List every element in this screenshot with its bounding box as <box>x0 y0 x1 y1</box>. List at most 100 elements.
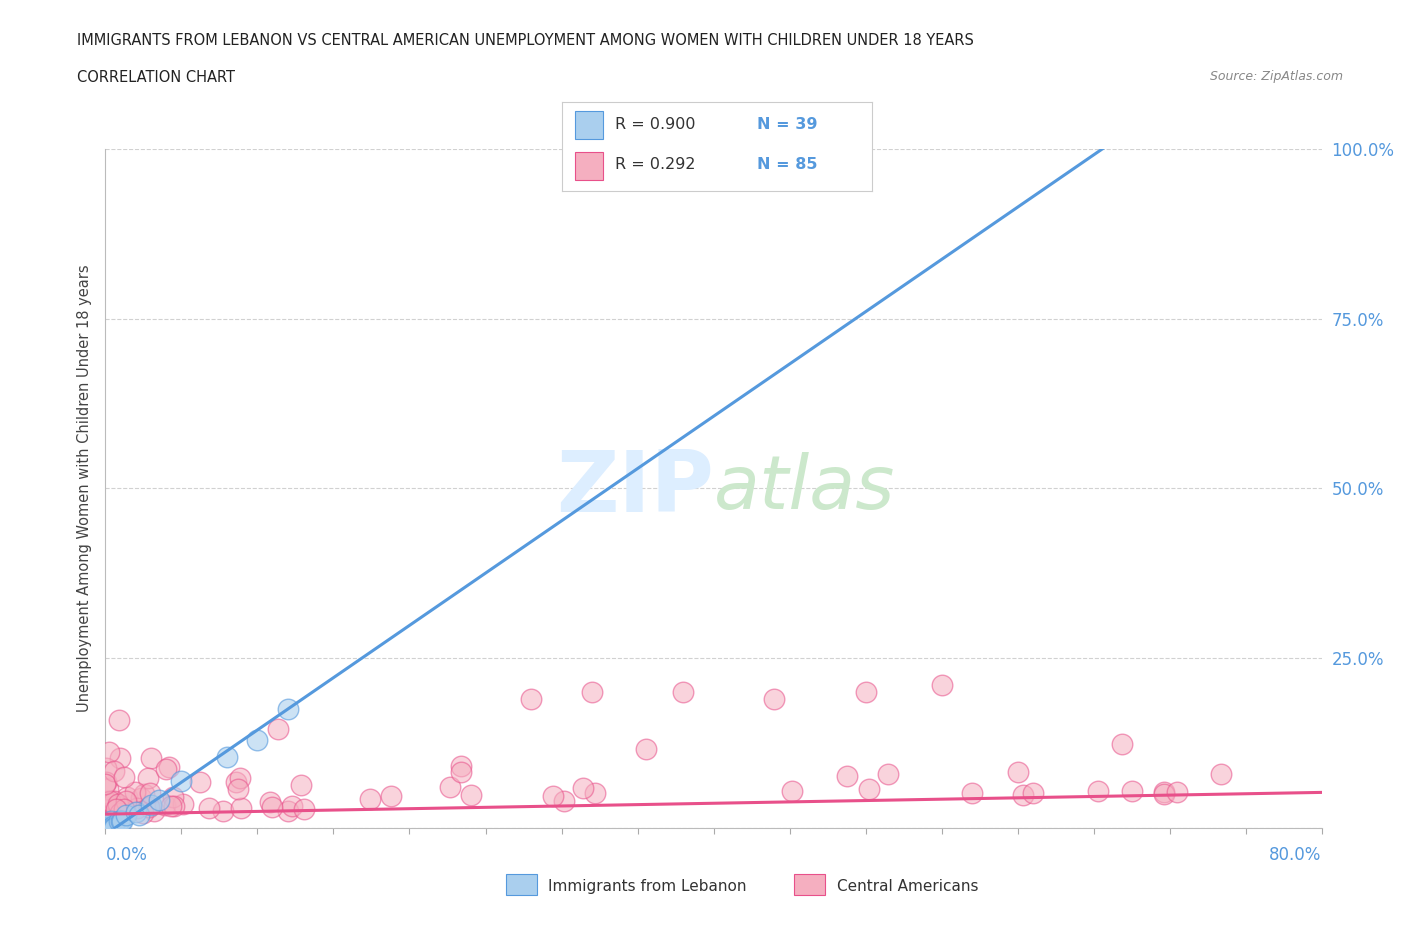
Point <box>1007 764 1029 779</box>
Point <box>139 798 162 813</box>
Point <box>115 808 138 823</box>
Point <box>450 759 472 774</box>
Point <box>98 820 121 835</box>
Point <box>97 820 120 835</box>
Point <box>198 800 221 815</box>
Point <box>98 820 121 835</box>
Point <box>97 800 120 815</box>
Point <box>1012 788 1035 803</box>
Point <box>103 764 125 778</box>
Point <box>520 691 543 706</box>
Point <box>94 817 117 832</box>
Point <box>94 820 117 835</box>
Point <box>634 741 657 756</box>
Point <box>125 801 148 816</box>
Point <box>1211 766 1233 781</box>
Point <box>94 820 117 835</box>
Point <box>132 787 155 802</box>
Point <box>94 820 117 835</box>
Point <box>124 785 146 800</box>
Point <box>94 793 117 808</box>
Point <box>1087 783 1109 798</box>
Point <box>159 799 181 814</box>
Point <box>94 777 117 791</box>
Point <box>583 786 606 801</box>
Text: Immigrants from Lebanon: Immigrants from Lebanon <box>548 879 747 894</box>
Point <box>1166 785 1188 800</box>
Point <box>96 802 118 817</box>
Point <box>94 805 117 820</box>
Point <box>107 799 129 814</box>
Point <box>153 797 176 812</box>
Point <box>159 760 181 775</box>
Point <box>105 804 128 818</box>
Point <box>960 786 983 801</box>
Point <box>115 793 138 808</box>
Point <box>110 814 132 829</box>
Text: IMMIGRANTS FROM LEBANON VS CENTRAL AMERICAN UNEMPLOYMENT AMONG WOMEN WITH CHILDR: IMMIGRANTS FROM LEBANON VS CENTRAL AMERI… <box>77 33 974 47</box>
Point <box>128 807 150 822</box>
Point <box>101 818 124 833</box>
Point <box>188 775 211 790</box>
Point <box>97 805 120 820</box>
Point <box>97 820 120 835</box>
Text: 80.0%: 80.0% <box>1270 846 1322 864</box>
Point <box>138 800 160 815</box>
Point <box>672 684 695 699</box>
Point <box>226 782 249 797</box>
Point <box>100 820 122 835</box>
Point <box>101 820 124 835</box>
Point <box>142 804 165 818</box>
Point <box>107 797 129 812</box>
Point <box>94 820 117 835</box>
Point <box>855 684 877 699</box>
Point <box>277 804 299 818</box>
Point <box>94 760 117 775</box>
Text: CORRELATION CHART: CORRELATION CHART <box>77 70 235 85</box>
Point <box>858 782 880 797</box>
Point <box>581 684 603 699</box>
Point <box>115 790 138 804</box>
Point <box>125 804 148 819</box>
Text: R = 0.292: R = 0.292 <box>614 157 696 172</box>
Point <box>96 820 118 835</box>
Point <box>94 820 117 835</box>
Point <box>931 678 953 693</box>
Text: 0.0%: 0.0% <box>105 846 148 864</box>
Point <box>103 820 125 835</box>
Point <box>170 774 193 789</box>
Point <box>450 764 472 779</box>
Point <box>136 771 159 786</box>
Point <box>96 820 118 835</box>
Point <box>132 805 155 820</box>
Point <box>98 793 121 808</box>
Point <box>97 820 120 835</box>
Point <box>460 788 482 803</box>
Point <box>94 820 117 835</box>
Point <box>835 768 858 783</box>
Point <box>217 750 239 764</box>
Point <box>162 790 184 804</box>
Point <box>439 779 461 794</box>
Point <box>108 814 131 829</box>
Text: atlas: atlas <box>713 452 896 525</box>
Point <box>94 820 117 835</box>
Point <box>114 805 136 820</box>
Point <box>97 803 120 817</box>
Text: N = 39: N = 39 <box>758 117 818 132</box>
Point <box>267 722 290 737</box>
Point <box>211 804 233 818</box>
Point <box>1153 787 1175 802</box>
Point <box>94 820 117 835</box>
Point <box>101 820 124 835</box>
Point <box>876 767 898 782</box>
Bar <box>575 152 603 180</box>
Point <box>108 805 131 820</box>
Point <box>141 751 163 765</box>
Point <box>148 792 170 807</box>
Point <box>1022 786 1045 801</box>
Point <box>100 820 122 835</box>
Point <box>1121 784 1143 799</box>
Point <box>229 800 252 815</box>
Bar <box>575 111 603 140</box>
